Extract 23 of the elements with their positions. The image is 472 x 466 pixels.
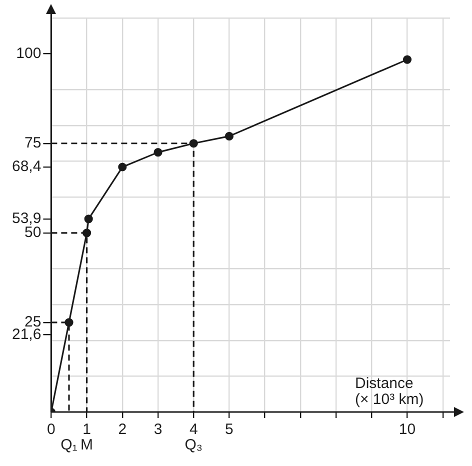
point [402, 55, 412, 64]
point [84, 214, 93, 224]
annotation: Q₁ [60, 436, 78, 454]
y-tick-label: 100 [16, 44, 42, 62]
y-tick-label: 21,6 [12, 326, 42, 343]
point [224, 132, 234, 140]
y-tick-label: 68,4 [12, 158, 42, 176]
x-tick-label: 0 [47, 421, 56, 438]
annotation: Q₃ [184, 436, 203, 454]
x-tick-label: 5 [225, 421, 234, 438]
point [118, 162, 127, 172]
x-tick-label: 10 [398, 421, 416, 438]
annotation: M [80, 436, 94, 454]
x-tick-label: 2 [118, 421, 127, 438]
point [82, 228, 92, 238]
point [64, 318, 74, 327]
point [154, 148, 162, 157]
x-axis-title: Distance (× 10³ km) [355, 375, 424, 408]
x-tick-label: 1 [82, 421, 91, 438]
x-tick-label: 3 [154, 421, 162, 438]
point [189, 139, 198, 148]
x-tick-label: 4 [189, 421, 198, 438]
y-tick-label: 75 [24, 134, 42, 152]
